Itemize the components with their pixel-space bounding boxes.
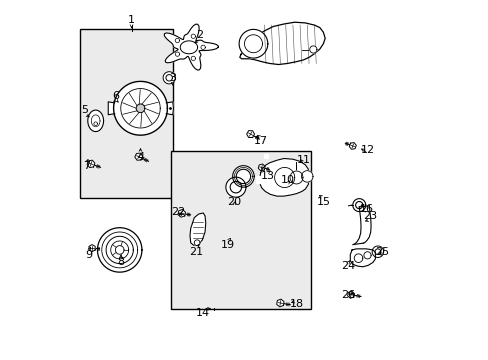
Polygon shape <box>201 45 205 49</box>
Text: 19: 19 <box>221 239 235 249</box>
Polygon shape <box>264 154 267 158</box>
Polygon shape <box>115 246 124 254</box>
Polygon shape <box>258 164 264 171</box>
Text: 9: 9 <box>85 250 92 260</box>
Text: 23: 23 <box>362 211 376 221</box>
Polygon shape <box>301 171 312 182</box>
Polygon shape <box>113 81 167 135</box>
Polygon shape <box>347 291 354 298</box>
Text: 17: 17 <box>253 136 267 145</box>
Polygon shape <box>352 199 365 212</box>
Text: 4: 4 <box>137 152 144 162</box>
Text: 11: 11 <box>296 155 310 165</box>
Polygon shape <box>89 244 95 252</box>
Polygon shape <box>94 122 97 126</box>
Text: 14: 14 <box>196 308 210 318</box>
Polygon shape <box>108 102 115 115</box>
Text: 10: 10 <box>280 175 294 185</box>
Text: 16: 16 <box>359 204 373 214</box>
Polygon shape <box>111 98 124 118</box>
Polygon shape <box>190 213 205 245</box>
Polygon shape <box>225 177 245 197</box>
Text: 5: 5 <box>81 105 88 115</box>
Polygon shape <box>256 176 260 183</box>
Text: 25: 25 <box>375 247 389 257</box>
Polygon shape <box>164 24 218 70</box>
Text: 18: 18 <box>289 299 303 309</box>
Text: 15: 15 <box>316 197 330 207</box>
Polygon shape <box>135 153 142 160</box>
Polygon shape <box>276 299 284 307</box>
Bar <box>80 30 172 198</box>
Polygon shape <box>191 34 195 39</box>
Polygon shape <box>110 241 128 259</box>
Polygon shape <box>274 167 294 188</box>
Polygon shape <box>355 202 362 209</box>
Text: 22: 22 <box>171 207 185 217</box>
Polygon shape <box>102 232 137 268</box>
Polygon shape <box>165 75 172 81</box>
Text: 24: 24 <box>341 261 355 271</box>
Polygon shape <box>166 102 173 115</box>
Text: 3: 3 <box>169 73 176 83</box>
Polygon shape <box>239 30 267 58</box>
Polygon shape <box>191 56 195 60</box>
Polygon shape <box>194 240 200 246</box>
Polygon shape <box>374 249 380 255</box>
Polygon shape <box>260 158 308 196</box>
Polygon shape <box>136 104 144 113</box>
Polygon shape <box>371 246 383 257</box>
Polygon shape <box>309 46 316 53</box>
Polygon shape <box>246 131 254 138</box>
Polygon shape <box>163 72 175 84</box>
Polygon shape <box>289 171 303 184</box>
Polygon shape <box>353 254 362 262</box>
Polygon shape <box>349 249 375 267</box>
Polygon shape <box>106 236 133 264</box>
Polygon shape <box>230 181 241 193</box>
Polygon shape <box>348 143 356 149</box>
Polygon shape <box>352 206 370 244</box>
Polygon shape <box>175 38 179 42</box>
Polygon shape <box>363 252 370 259</box>
Text: 8: 8 <box>117 257 124 267</box>
Polygon shape <box>175 52 179 56</box>
Polygon shape <box>236 169 250 184</box>
Polygon shape <box>239 22 325 64</box>
Bar <box>171 151 310 309</box>
Text: 26: 26 <box>341 290 355 300</box>
Text: 13: 13 <box>260 171 274 181</box>
Text: 2: 2 <box>196 30 203 40</box>
Polygon shape <box>87 160 95 167</box>
Polygon shape <box>244 35 262 53</box>
Polygon shape <box>232 166 254 187</box>
Text: 21: 21 <box>189 247 203 257</box>
Polygon shape <box>97 228 142 272</box>
Text: 6: 6 <box>112 91 119 101</box>
Text: 1: 1 <box>128 15 135 26</box>
Text: 20: 20 <box>226 197 240 207</box>
Text: 12: 12 <box>361 144 374 154</box>
Polygon shape <box>88 110 103 132</box>
Text: 7: 7 <box>83 161 90 171</box>
Polygon shape <box>178 210 185 217</box>
